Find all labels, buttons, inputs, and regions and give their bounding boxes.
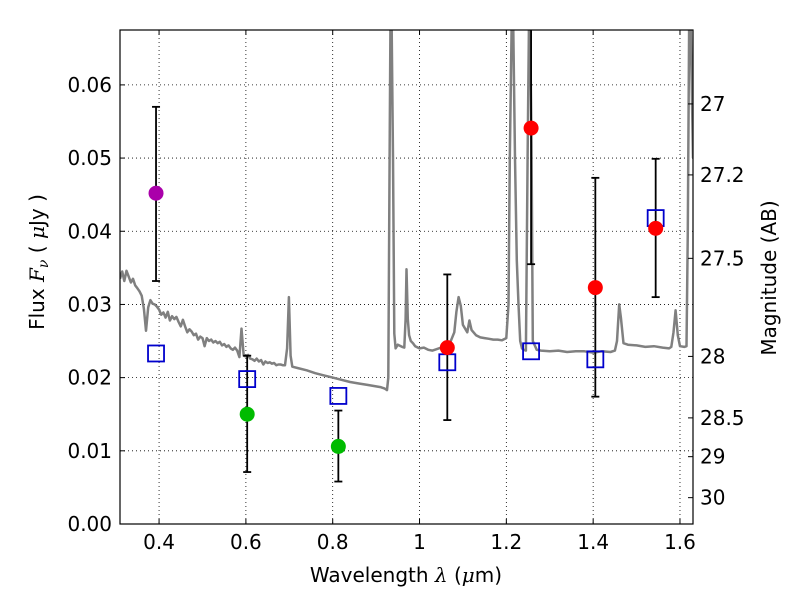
x-tick-label: 0.8	[317, 530, 349, 554]
model-point	[522, 342, 540, 361]
observed-point	[587, 280, 603, 296]
x-tick-label: 0.4	[143, 530, 175, 554]
observed-point	[330, 438, 346, 454]
y-tick-label: 0.02	[67, 366, 112, 390]
y-tick-label: 0.03	[67, 292, 112, 316]
observed-point	[439, 340, 455, 356]
observed-point	[648, 220, 664, 236]
observed-photometry-markers	[148, 120, 664, 454]
x-tick-label: 1.6	[664, 530, 696, 554]
x-tick-label: 1.2	[490, 530, 522, 554]
observed-point	[148, 185, 164, 201]
right-axis-ticks: 27 27.2 27.5 28 28.5 29 30	[688, 92, 745, 510]
plot-frame	[119, 29, 694, 525]
right-axis-tick-label: 27.2	[700, 163, 745, 187]
x-tick-label: 1	[413, 530, 426, 554]
x-axis-label: Wavelength λ (μm)	[310, 563, 502, 587]
right-axis-tick-label: 30	[700, 486, 725, 510]
y-tick-label: 0.04	[67, 219, 112, 243]
model-point	[586, 350, 605, 369]
model-point	[329, 387, 348, 405]
right-axis-label: Magnitude (AB)	[757, 200, 781, 355]
right-axis-tick-label: 29	[700, 445, 725, 469]
y-tick-label: 0.05	[67, 146, 112, 170]
x-axis-ticks: 0.4 0.6 0.8 1 1.2 1.4 1.6	[143, 30, 696, 554]
right-axis-tick-label: 27	[700, 92, 725, 116]
right-axis-tick-label: 28	[700, 344, 725, 368]
right-axis-tick-label: 27.5	[700, 246, 745, 270]
model-point	[147, 344, 165, 363]
observed-point	[523, 120, 539, 136]
model-point	[238, 370, 257, 388]
right-axis-tick-label: 28.5	[700, 406, 745, 430]
x-tick-label: 1.4	[577, 530, 609, 554]
y-tick-label: 0.00	[67, 512, 112, 536]
y-tick-label: 0.06	[67, 73, 112, 97]
y-axis-ticks: 0.00 0.01 0.02 0.03 0.04 0.05 0.06	[67, 73, 125, 536]
y-tick-label: 0.01	[67, 439, 112, 463]
y-axis-label: Flux Fν ( μJy )	[25, 194, 52, 330]
model-photometry-markers	[147, 209, 665, 405]
x-tick-label: 0.6	[230, 530, 262, 554]
observed-point	[239, 406, 255, 422]
